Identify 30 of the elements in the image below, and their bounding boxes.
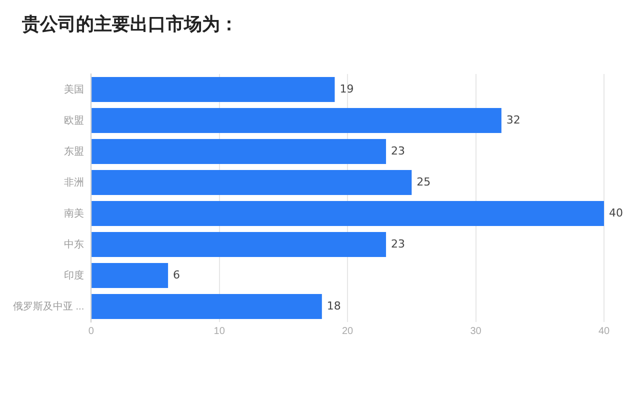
- y-tick-label: 美国: [64, 83, 84, 96]
- bar: [92, 200, 604, 226]
- data-label: 23: [391, 144, 406, 158]
- y-tick-label: 南美: [64, 207, 84, 220]
- y-tick-label: 欧盟: [64, 114, 84, 126]
- y-tick-label: 中东: [64, 238, 84, 250]
- y-tick-label: 印度: [64, 269, 84, 282]
- bar: [92, 262, 168, 288]
- data-label: 18: [326, 299, 341, 312]
- data-label: 32: [506, 113, 520, 126]
- x-tick-label: 10: [214, 326, 226, 337]
- x-tick-label: 0: [88, 326, 94, 337]
- bar: [92, 170, 412, 196]
- x-tick-label: 30: [470, 326, 482, 337]
- data-label: 40: [609, 206, 623, 220]
- y-tick-label: 东盟: [64, 145, 84, 158]
- data-label: 19: [340, 82, 354, 96]
- bar: [92, 232, 386, 258]
- y-tick-label: 俄罗斯及中亚 ...: [12, 300, 84, 312]
- bar: [92, 108, 502, 134]
- bar: [92, 76, 335, 102]
- data-label: 25: [416, 175, 431, 188]
- chart-title: 贵公司的主要出口市场为：: [22, 13, 238, 36]
- bar: [92, 294, 322, 320]
- data-label: 23: [391, 237, 406, 250]
- x-tick-label: 40: [598, 326, 610, 337]
- data-label: 6: [173, 268, 180, 282]
- bar: [92, 138, 386, 164]
- y-tick-label: 非洲: [64, 176, 84, 188]
- x-tick-label: 20: [342, 326, 354, 337]
